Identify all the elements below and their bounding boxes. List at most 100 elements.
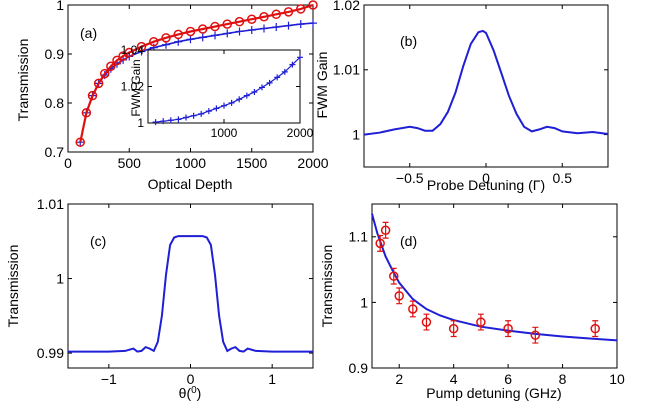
panel-a-inset-ytick-label: 1 <box>137 116 144 130</box>
panel-a-inset-point <box>228 99 235 106</box>
panel-a-blue-point <box>247 25 256 34</box>
panel-d-errorbar <box>532 326 539 344</box>
panel-b-label: (b) <box>400 33 417 49</box>
panel-a-red-point <box>87 90 98 101</box>
panel-a-red-point <box>100 68 110 79</box>
panel-a-red-point <box>112 55 122 66</box>
panel-c-frame <box>67 203 314 369</box>
panel-d-errorbar <box>477 313 484 331</box>
panel-a-red-point <box>296 4 306 14</box>
panel-c-xtick-label: −1 <box>101 371 117 387</box>
panel-a-blue-point <box>186 35 195 44</box>
panel-a-xtick-label: 1000 <box>175 155 206 171</box>
panel-d-label: (d) <box>400 233 417 249</box>
panel-a-red-point <box>161 33 171 43</box>
panel-a-blue-point <box>309 19 317 28</box>
panel-a-inset-point <box>259 84 265 91</box>
panel-a-inset-ytick-label: 1.02 <box>121 80 145 94</box>
panel-b-ytick-label: 1.01 <box>333 62 360 78</box>
panel-a-red-point <box>210 21 220 32</box>
panel-a-inset-point <box>297 54 303 61</box>
panel-a-red-point <box>185 26 196 37</box>
panel-a-ylabel: Transmission <box>15 39 31 122</box>
panel-a-red-point <box>81 108 92 118</box>
panel-a-red-point <box>173 29 183 40</box>
panel-a-inset-xtick-label: 2000 <box>287 126 314 140</box>
panel-c-ytick-label: 1 <box>56 270 64 286</box>
panel-d-ytick-label: 1.1 <box>349 229 369 245</box>
panel-a-red-point <box>124 47 134 58</box>
panel-d-point <box>448 323 459 334</box>
panel-a-blue-point <box>198 33 207 42</box>
panel-a-inset-point <box>274 74 281 81</box>
panel-c-ytick-label: 0.99 <box>37 345 64 361</box>
panel-b-ytick-label: 1.02 <box>333 0 360 13</box>
panel-a-blue-point <box>211 31 219 40</box>
panel-a-ytick-label: 0.9 <box>45 46 65 62</box>
panel-a-blue-point <box>223 29 232 38</box>
panel-a-red-point <box>259 12 269 22</box>
panel-a-blue-point <box>137 47 146 56</box>
panel-d-ytick-label: 1 <box>360 294 368 310</box>
panel-a-inset-point <box>236 96 243 103</box>
panel-a-inset-point <box>198 110 205 117</box>
panel-a-inset-point <box>289 61 296 68</box>
panel-d-xtick-label: 2 <box>395 371 403 387</box>
panel-c-xtick-label: 1 <box>268 371 276 387</box>
panel-d-point <box>389 271 399 281</box>
panel-a-inset-point <box>167 117 174 124</box>
panel-a-red-point <box>136 41 147 52</box>
panel-d-errorbar <box>409 300 416 318</box>
panel-b-xtick-label: −0.5 <box>396 170 424 186</box>
panel-a-red-point <box>283 7 294 17</box>
panel-a-inset-point <box>183 114 189 121</box>
panel-a-inset-point <box>205 108 212 115</box>
panel-d-point <box>380 225 391 235</box>
panel-a: 0 500 1000 1500 2000 0.7 0.8 0.9 1 (a) Optical D… <box>15 0 329 192</box>
panel-d-ylabel: Transmission <box>319 245 335 328</box>
panel-a-blue-point <box>296 20 305 29</box>
panel-a-blue-point <box>235 27 244 36</box>
panel-a-blue-point <box>284 21 293 30</box>
panel-a-ytick-label: 0.7 <box>45 144 65 160</box>
panel-b-xtick-label: 0.5 <box>553 170 573 186</box>
panel-d-errorbar <box>450 320 457 338</box>
panel-a-xtick-label: 0 <box>64 155 72 171</box>
panel-d-point <box>408 304 418 314</box>
panel-d-ytick-label: 0.9 <box>349 360 369 376</box>
panel-d-point <box>530 330 541 340</box>
panel-d-frame <box>371 203 618 369</box>
panel-d-point <box>375 238 385 249</box>
panel-c-ylabel: Transmission <box>5 245 21 328</box>
panel-a-blue-point <box>260 24 268 33</box>
panel-c-line <box>68 235 313 353</box>
panel-a-ytick-label: 0.8 <box>45 95 65 111</box>
panel-a-inset-point <box>221 102 227 109</box>
panel-a-inset-ylabel: FWM Gain <box>129 59 143 116</box>
panel-b: −0.5 0 0.5 1 1.01 1.02 (b) Probe Detuning (Γ)… <box>314 0 609 193</box>
panel-d-errorbar <box>505 320 512 338</box>
panel-d-point <box>476 317 486 327</box>
panel-b-xtick-label: 0 <box>482 170 490 186</box>
panel-a-xlabel: Optical Depth <box>148 176 233 192</box>
panel-a-inset-point <box>152 119 159 126</box>
panel-d-fit-line <box>371 213 618 342</box>
panel-a-inset-point <box>160 118 167 125</box>
panel-a-inset: 1000 2000 1 1.02 1.04 FWM Gain <box>121 43 314 140</box>
panel-a-xtick-label: 1500 <box>236 155 267 171</box>
panel-c-label: (c) <box>90 233 106 249</box>
panel-d-errorbar <box>592 320 599 338</box>
panel-a-red-point <box>247 14 257 24</box>
panel-d-xlabel: Pump detuning (GHz) <box>426 385 561 401</box>
panel-d-point <box>590 323 600 334</box>
panel-d: 2 4 6 8 10 0.9 1 1.1 (d) Pump detuning (GHz) Tr… <box>319 203 625 401</box>
panel-d-errorbar <box>396 287 403 305</box>
panel-b-ylabel: FWM Gain <box>314 52 330 119</box>
panel-a-red-point <box>234 16 245 27</box>
panel-b-ytick-label: 1 <box>352 127 360 143</box>
panel-d-errorbar <box>390 267 397 285</box>
panel-d-xtick-label: 4 <box>450 371 458 387</box>
panel-a-inset-point <box>243 92 250 99</box>
panel-a-red-point <box>75 137 85 147</box>
panel-a-red-point <box>198 24 208 34</box>
